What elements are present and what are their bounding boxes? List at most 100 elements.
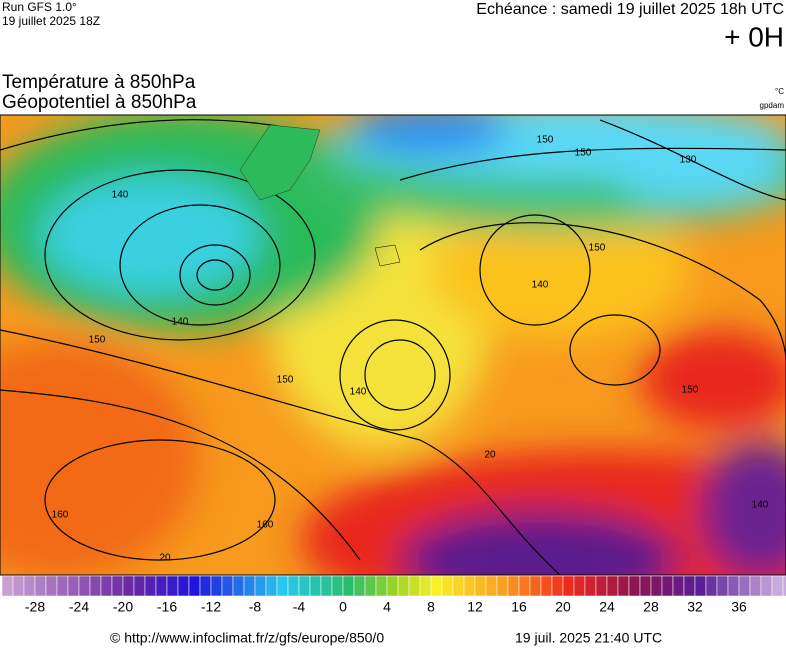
contour-label: 150: [575, 148, 592, 159]
colorbar-swatch: [474, 575, 487, 597]
colorbar-swatch: [672, 575, 685, 597]
colorbar-swatch: [430, 575, 443, 597]
colorbar-tick-label: -16: [157, 599, 177, 615]
colorbar-swatch: [628, 575, 641, 597]
colorbar-swatch: [584, 575, 597, 597]
colorbar-swatch: [595, 575, 608, 597]
offset: + 0H: [724, 21, 784, 52]
title-temperature: Température à 850hPa: [2, 72, 196, 93]
unit-temperature: °C: [775, 87, 784, 96]
colorbar-swatch: [760, 575, 773, 597]
colorbar-swatch: [265, 575, 278, 597]
colorbar-tick-label: 4: [383, 599, 391, 615]
colorbar-swatch: [694, 575, 707, 597]
colorbar-swatch: [100, 575, 113, 597]
run-label: Run GFS 1.0°: [2, 0, 77, 14]
colorbar-swatch: [705, 575, 718, 597]
map: [0, 115, 786, 575]
colorbar-tick-label: -20: [113, 599, 133, 615]
colorbar-swatch: [749, 575, 762, 597]
colorbar-tick-label: 20: [555, 599, 571, 615]
colorbar-swatch: [485, 575, 498, 597]
colorbar-tick-label: 24: [599, 599, 615, 615]
colorbar-swatch: [529, 575, 542, 597]
colorbar-tick-label: -28: [25, 599, 45, 615]
colorbar-swatch: [232, 575, 245, 597]
colorbar-swatch: [166, 575, 179, 597]
colorbar-swatch: [606, 575, 619, 597]
colorbar-swatch: [639, 575, 652, 597]
colorbar-swatch: [177, 575, 190, 597]
map-frame: [0, 114, 786, 576]
colorbar-swatch: [243, 575, 256, 597]
colorbar-swatch: [716, 575, 729, 597]
colorbar-swatch: [133, 575, 146, 597]
colorbar-swatch: [309, 575, 322, 597]
colorbar-swatch: [507, 575, 520, 597]
colorbar-tick-label: 16: [511, 599, 527, 615]
colorbar-swatch: [34, 575, 47, 597]
colorbar-swatch: [386, 575, 399, 597]
contour-label: 150: [589, 243, 606, 254]
contour-label: 160: [52, 510, 69, 521]
colorbar-tick-label: 36: [731, 599, 747, 615]
colorbar-swatch: [45, 575, 58, 597]
contour-label: 150: [682, 385, 699, 396]
colorbar-swatch: [78, 575, 91, 597]
colorbar-tick-label: -4: [293, 599, 306, 615]
colorbar-swatch: [1, 575, 14, 597]
colorbar-tick-label: -12: [201, 599, 221, 615]
contour-label: 140: [532, 280, 549, 291]
colorbar-swatch: [771, 575, 784, 597]
colorbar-swatch: [463, 575, 476, 597]
colorbar-swatch: [122, 575, 135, 597]
colorbar-swatch: [210, 575, 223, 597]
colorbar-swatch: [375, 575, 388, 597]
colorbar-swatch: [419, 575, 432, 597]
colorbar-swatch: [738, 575, 751, 597]
colorbar-swatch: [254, 575, 267, 597]
contour-label: 140: [350, 387, 367, 398]
colorbar-tick-label: 12: [467, 599, 483, 615]
colorbar-tick-label: -24: [69, 599, 89, 615]
colorbar-swatch: [188, 575, 201, 597]
colorbar-swatch: [320, 575, 333, 597]
colorbar-swatch: [683, 575, 696, 597]
colorbar-swatch: [331, 575, 344, 597]
colorbar-swatch: [342, 575, 355, 597]
colorbar-swatch: [727, 575, 740, 597]
contour-label: 160: [257, 520, 274, 531]
colorbar-swatch: [12, 575, 25, 597]
colorbar-swatch: [23, 575, 36, 597]
colorbar-swatch: [144, 575, 157, 597]
colorbar-swatch: [221, 575, 234, 597]
colorbar-swatch: [67, 575, 80, 597]
colorbar-swatch: [287, 575, 300, 597]
colorbar-swatch: [617, 575, 630, 597]
colorbar-swatch: [573, 575, 586, 597]
colorbar-tick-label: 8: [427, 599, 435, 615]
contour-label: 140: [112, 190, 129, 201]
colorbar-swatch: [276, 575, 289, 597]
colorbar-swatch: [540, 575, 553, 597]
contour-label: 130: [680, 155, 697, 166]
contour-label: 20: [159, 553, 171, 564]
generated-time: 19 juil. 2025 21:40 UTC: [515, 630, 662, 646]
contour-label: 150: [277, 375, 294, 386]
colorbar-tick-label: 32: [687, 599, 703, 615]
unit-geopotential: gpdam: [760, 101, 785, 110]
colorbar-swatch: [397, 575, 410, 597]
colorbar-swatch: [562, 575, 575, 597]
title-geopotential: Géopotentiel à 850hPa: [2, 92, 197, 113]
colorbar-swatch: [452, 575, 465, 597]
colorbar-swatch: [89, 575, 102, 597]
colorbar-swatch: [353, 575, 366, 597]
run-date: 19 juillet 2025 18Z: [2, 14, 100, 28]
colorbar-swatch: [298, 575, 311, 597]
colorbar-swatch: [441, 575, 454, 597]
contour-label: 150: [537, 135, 554, 146]
contour-label: 140: [752, 500, 769, 511]
source-url: © http://www.infoclimat.fr/z/gfs/europe/…: [110, 630, 384, 646]
contour-label: 140: [172, 317, 189, 328]
colorbar-swatch: [650, 575, 663, 597]
